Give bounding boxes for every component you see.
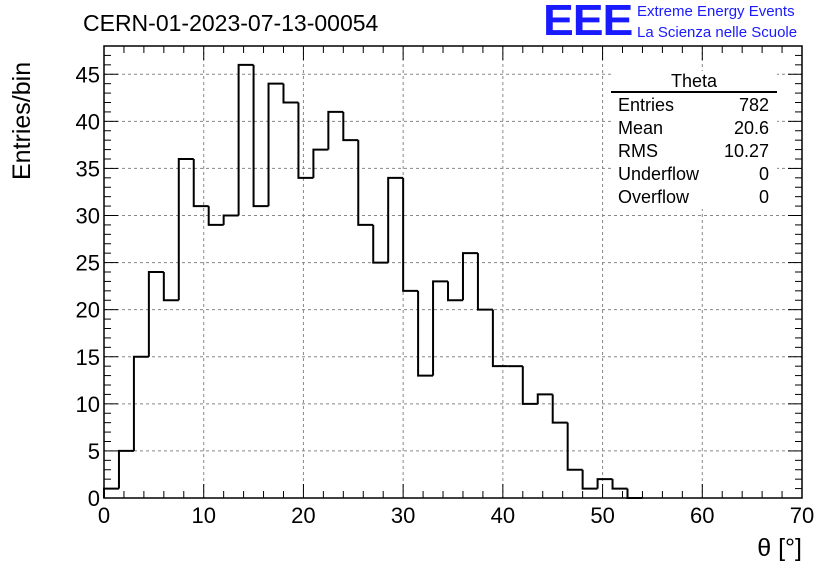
y-axis-label: Entries/bin — [8, 61, 36, 180]
y-tick-label: 5 — [88, 439, 100, 464]
histogram-bin — [491, 309, 508, 368]
histogram-bin — [342, 111, 359, 142]
histogram-bin — [177, 158, 194, 301]
stats-row-overflow: Overflow 0 — [611, 186, 777, 209]
y-tick-label: 35 — [76, 156, 100, 181]
histogram-bin — [132, 355, 149, 451]
y-tick-labels: 0 5 10 15 20 25 30 35 40 45 — [76, 62, 100, 511]
histogram-bin — [447, 281, 463, 302]
y-tick-label: 25 — [76, 251, 100, 276]
histogram-bin — [417, 290, 434, 377]
histogram-bin — [162, 272, 179, 302]
run-title: CERN-01-2023-07-13-00054 — [83, 10, 379, 36]
stats-row-entries: Entries 782 — [611, 94, 777, 117]
histogram-bin — [402, 177, 419, 292]
eee-logo: EEE — [543, 0, 633, 45]
histogram-bin — [432, 280, 449, 376]
histogram-bin — [192, 159, 209, 208]
grid-lines — [104, 46, 802, 498]
y-tick-label: 30 — [76, 204, 100, 229]
stats-row-rms: RMS 10.27 — [611, 140, 777, 163]
x-tick-label: 30 — [391, 503, 415, 528]
stats-box: Theta Entries 782 Mean 20.6 RMS 10.27 Un… — [611, 71, 777, 209]
x-tick-label: 50 — [590, 503, 614, 528]
histogram-bin — [312, 148, 329, 178]
histogram-bin — [267, 82, 284, 207]
histogram-bin — [611, 479, 628, 490]
histogram-bin — [297, 102, 314, 179]
axis-ticks — [103, 45, 803, 499]
logo-caption-line1: Extreme Energy Events — [637, 3, 795, 20]
x-tick-label: 70 — [790, 503, 814, 528]
histogram-bin — [117, 449, 134, 489]
histogram-bin — [551, 394, 568, 424]
x-tick-label: 0 — [98, 503, 110, 528]
histogram-bin — [476, 253, 493, 311]
x-tick-label: 60 — [690, 503, 714, 528]
stats-row-mean: Mean 20.6 — [611, 117, 777, 140]
x-tick-label: 10 — [191, 503, 215, 528]
stats-value: 0 — [758, 164, 769, 184]
stats-label: Overflow — [618, 187, 690, 207]
stats-label: RMS — [618, 141, 658, 161]
stats-value: 782 — [738, 95, 769, 115]
y-tick-label: 40 — [76, 109, 100, 134]
stats-value: 0 — [758, 187, 769, 207]
histogram-bin — [327, 110, 344, 150]
stats-value: 20.6 — [733, 118, 769, 138]
histogram-bin — [566, 422, 583, 471]
histogram-bin — [581, 469, 598, 490]
histogram-bin — [222, 214, 239, 225]
histogram-bin — [536, 393, 553, 404]
histogram-bin — [596, 478, 613, 489]
stats-value: 10.27 — [723, 141, 769, 161]
stats-label: Mean — [618, 118, 664, 138]
histogram-bin — [387, 176, 404, 263]
y-tick-label: 15 — [76, 345, 100, 370]
y-tick-label: 0 — [88, 486, 100, 511]
stats-label: Underflow — [618, 164, 700, 184]
histogram-bars — [103, 63, 643, 499]
histogram-bin — [103, 487, 119, 498]
histogram-bin — [207, 206, 224, 226]
histogram-bin — [461, 252, 478, 301]
stats-title: Theta — [611, 71, 777, 93]
histogram-bin — [252, 64, 269, 208]
y-tick-label: 20 — [76, 298, 100, 323]
logo-caption-line2: La Scienza nelle Scuole — [637, 24, 798, 41]
histogram-bin — [357, 140, 374, 226]
histogram-bin — [521, 366, 538, 405]
stats-label: Entries — [618, 95, 675, 115]
histogram-bin — [282, 83, 299, 104]
histogram-bin — [237, 63, 254, 216]
y-tick-label: 10 — [76, 392, 100, 417]
x-axis-label: θ [°] — [757, 534, 802, 562]
y-tick-label: 45 — [76, 62, 100, 87]
stats-row-underflow: Underflow 0 — [611, 163, 777, 186]
histogram-bin — [147, 271, 164, 357]
x-tick-label: 20 — [291, 503, 315, 528]
histogram-bin — [372, 224, 389, 264]
histogram-bin — [626, 488, 643, 499]
x-tick-labels: 0 10 20 30 40 50 60 70 — [98, 503, 814, 528]
x-tick-label: 40 — [491, 503, 515, 528]
